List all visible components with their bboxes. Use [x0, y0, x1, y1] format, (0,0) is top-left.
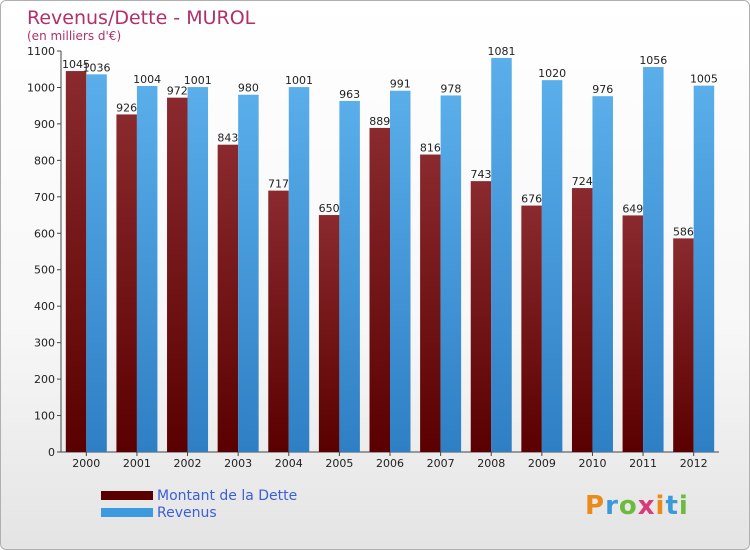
data-label-dette: 586	[673, 225, 694, 238]
legend-item-debt: Montant de la Dette	[101, 487, 297, 504]
bar-revenus	[136, 85, 158, 452]
bar-dette	[369, 127, 390, 452]
bar-revenus	[238, 94, 259, 452]
y-tick-label: 1100	[27, 45, 55, 58]
y-tick-label: 700	[34, 191, 55, 204]
bar-dette	[673, 238, 694, 452]
x-tick-label: 2002	[174, 457, 202, 470]
data-label-revenus: 1081	[487, 45, 515, 58]
x-tick-label: 2004	[275, 457, 303, 470]
legend-label-debt: Montant de la Dette	[157, 487, 298, 504]
x-tick-label: 2011	[629, 457, 657, 470]
data-label-revenus: 1056	[639, 54, 667, 67]
x-tick-label: 2003	[224, 457, 252, 470]
x-tick-label: 2012	[680, 457, 708, 470]
data-label-revenus: 978	[440, 82, 461, 95]
bar-revenus	[339, 100, 360, 453]
bar-revenus	[541, 80, 563, 452]
data-label-revenus: 976	[592, 83, 613, 96]
data-label-revenus: 991	[390, 78, 411, 91]
data-label-revenus: 1036	[83, 61, 111, 74]
y-tick-label: 100	[34, 410, 55, 423]
bar-dette	[622, 215, 644, 452]
bar-dette	[116, 114, 137, 452]
data-label-revenus: 1001	[184, 74, 212, 87]
x-tick-label: 2000	[72, 457, 100, 470]
x-tick-label: 2006	[376, 457, 404, 470]
bar-dette	[470, 181, 492, 452]
logo-letter: i	[655, 491, 666, 521]
data-label-dette: 926	[116, 101, 137, 114]
bar-revenus	[643, 67, 664, 452]
bar-revenus	[86, 74, 107, 453]
bar-revenus	[491, 57, 512, 453]
y-tick-label: 800	[34, 154, 55, 167]
legend-swatch-revenus	[101, 508, 153, 517]
y-tick-label: 500	[34, 264, 55, 277]
data-label-dette: 724	[572, 175, 593, 188]
chart-title: Revenus/Dette - MUROL	[27, 7, 256, 29]
bar-dette	[65, 71, 87, 453]
bar-revenus	[288, 87, 310, 452]
logo-letter: o	[618, 491, 638, 521]
data-label-dette: 743	[470, 168, 491, 181]
proxiti-logo: Proxiti	[585, 491, 689, 521]
data-label-revenus: 963	[339, 88, 360, 101]
x-tick-label: 2008	[477, 457, 505, 470]
x-tick-label: 2001	[123, 457, 151, 470]
data-label-revenus: 1004	[133, 73, 161, 86]
bar-dette	[167, 97, 188, 453]
bar-dette	[420, 154, 441, 452]
data-label-revenus: 1020	[538, 67, 566, 80]
legend: Montant de la Dette Revenus	[101, 487, 297, 521]
y-tick-label: 1000	[27, 81, 55, 94]
logo-letter: P	[585, 491, 606, 521]
logo-letter: x	[637, 491, 656, 521]
legend-item-revenus: Revenus	[101, 504, 297, 521]
bar-dette	[521, 205, 542, 452]
bar-revenus	[440, 95, 462, 452]
y-tick-label: 400	[34, 300, 55, 313]
y-tick-label: 600	[34, 227, 55, 240]
y-tick-label: 300	[34, 337, 55, 350]
data-label-dette: 649	[622, 202, 643, 215]
data-label-dette: 816	[420, 142, 441, 155]
legend-label-revenus: Revenus	[157, 504, 217, 521]
y-tick-label: 0	[48, 446, 55, 459]
logo-letter: t	[665, 491, 679, 521]
x-tick-label: 2010	[578, 457, 606, 470]
bar-revenus	[187, 87, 209, 452]
data-label-revenus: 1001	[285, 74, 313, 87]
data-label-dette: 1045	[62, 58, 90, 71]
bar-revenus	[390, 90, 411, 453]
data-label-dette: 676	[521, 193, 542, 206]
y-tick-label: 900	[34, 118, 55, 131]
bar-dette	[318, 215, 340, 452]
data-label-dette: 843	[217, 132, 238, 145]
data-label-dette: 717	[268, 178, 289, 191]
bar-dette	[217, 144, 239, 453]
data-label-dette: 972	[167, 85, 188, 98]
logo-letter: r	[605, 491, 619, 521]
bar-revenus	[693, 85, 715, 452]
data-label-dette: 889	[369, 115, 390, 128]
chart-subtitle: (en milliers d'€)	[27, 29, 122, 43]
data-label-revenus: 980	[238, 82, 259, 95]
bar-dette	[571, 188, 593, 452]
x-tick-label: 2007	[427, 457, 455, 470]
x-tick-label: 2005	[325, 457, 353, 470]
data-label-dette: 650	[319, 202, 340, 215]
y-tick-label: 200	[34, 373, 55, 386]
x-tick-label: 2009	[528, 457, 556, 470]
data-label-revenus: 1005	[690, 73, 718, 86]
bar-revenus	[592, 96, 613, 452]
legend-swatch-debt	[101, 491, 153, 500]
bar-dette	[268, 190, 289, 452]
logo-letter: i	[678, 491, 689, 521]
